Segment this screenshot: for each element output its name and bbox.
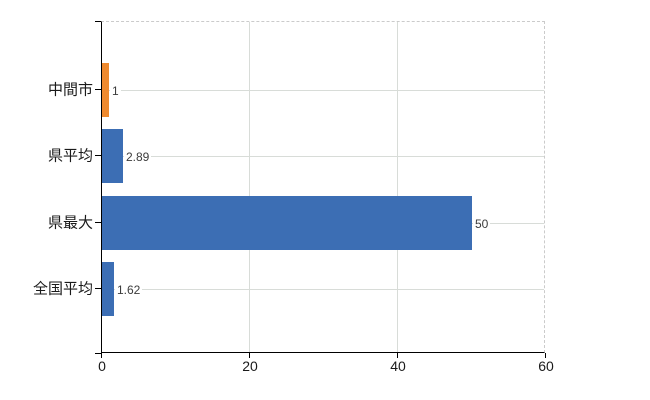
category-gridline-0	[102, 89, 544, 91]
vertical-gridline-40	[397, 22, 398, 352]
category-label-県最大: 県最大	[47, 214, 93, 231]
x-tick-label-40: 40	[390, 358, 406, 374]
category-tick-1	[95, 155, 101, 156]
value-label-県平均: 2.89	[124, 150, 152, 164]
category-gridline-1	[102, 156, 544, 157]
x-tick-40	[397, 353, 398, 358]
category-label-全国平均: 全国平均	[32, 280, 93, 298]
category-tick-2	[95, 221, 101, 223]
y-axis-end-tick-1	[95, 353, 101, 354]
category-tick-3	[95, 288, 101, 289]
category-tick-0	[95, 88, 101, 90]
x-tick-60	[545, 353, 546, 358]
value-label-全国平均: 1.62	[115, 283, 143, 297]
x-tick-20	[249, 353, 250, 358]
x-tick-0	[101, 353, 102, 358]
plot-area: 1 2.89 50 1.62	[101, 21, 545, 353]
y-axis-end-tick-0	[95, 21, 101, 22]
category-gridline-3	[102, 289, 544, 290]
x-tick-label-60: 60	[538, 358, 554, 374]
value-label-県最大: 50	[473, 216, 491, 231]
category-label-中間市: 中間市	[47, 81, 93, 98]
x-tick-label-20: 20	[242, 358, 258, 374]
category-label-県平均: 県平均	[47, 147, 93, 165]
x-tick-label-0: 0	[98, 358, 106, 374]
bar-中間市	[102, 62, 109, 117]
bar-県最大	[102, 195, 472, 250]
value-label-中間市: 1	[110, 83, 121, 98]
vertical-gridline-20	[249, 22, 250, 352]
bar-県平均	[102, 129, 123, 183]
bar-全国平均	[102, 262, 114, 316]
